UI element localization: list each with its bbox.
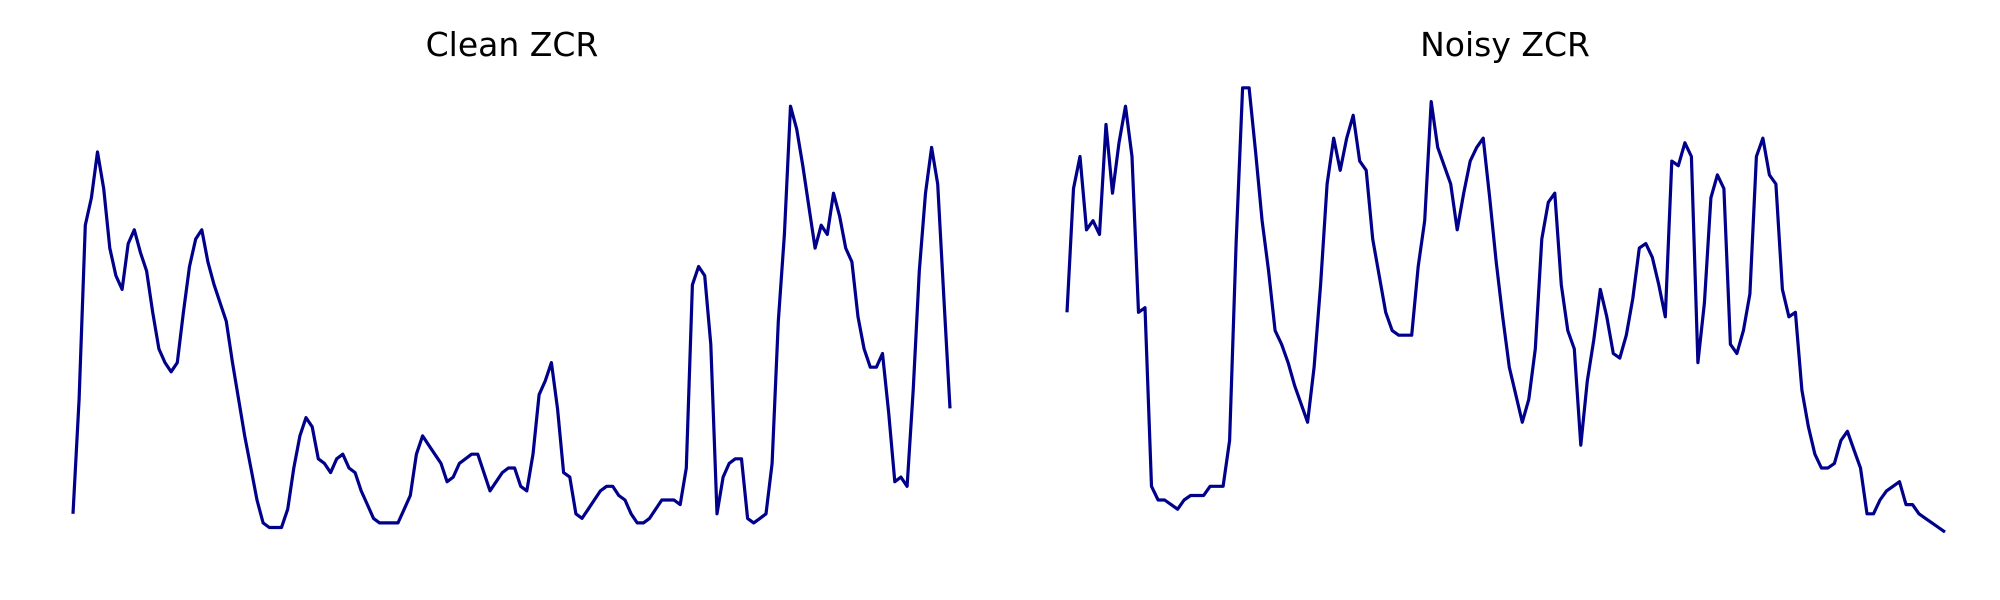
noisy-zcr-title: Noisy ZCR — [1420, 25, 1590, 64]
clean-zcr-line — [71, 104, 952, 530]
noisy-zcr-line — [1065, 86, 1946, 534]
clean-zcr-chart: Clean ZCR — [71, 25, 952, 530]
noisy-zcr-chart: Noisy ZCR — [1065, 25, 1946, 534]
clean-zcr-title: Clean ZCR — [426, 25, 599, 64]
